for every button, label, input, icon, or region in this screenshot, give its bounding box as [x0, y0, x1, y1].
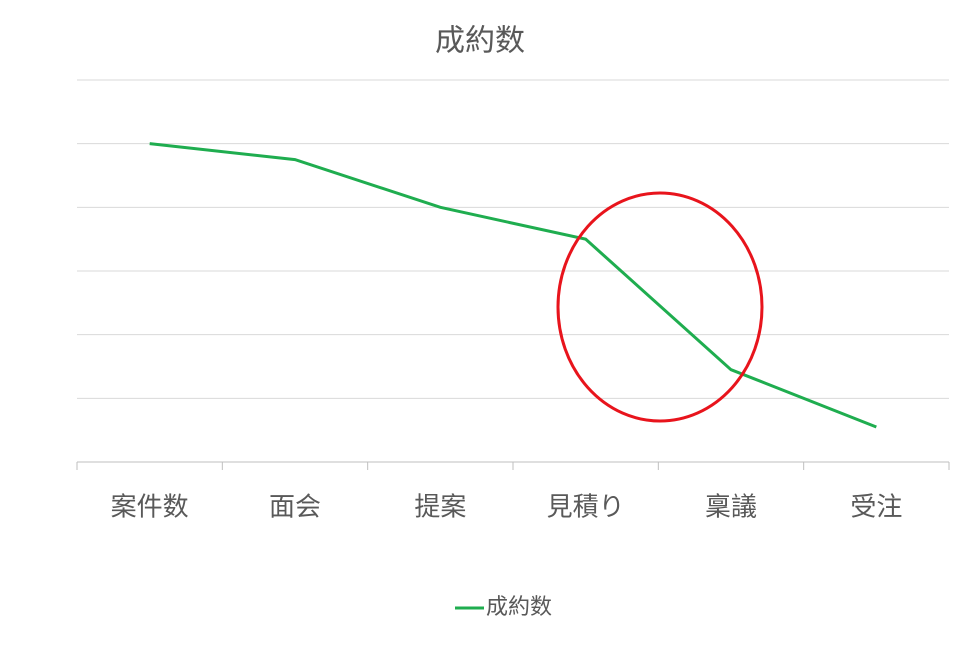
x-tick-label: 案件数 [111, 493, 189, 523]
x-tick-label: 面会 [269, 493, 321, 523]
x-tick-label: 見積り [547, 493, 625, 523]
series-line [149, 142, 877, 429]
highlight-circle [556, 191, 764, 423]
x-tick-label: 提案 [414, 493, 466, 523]
x-tick-label: 稟議 [705, 493, 757, 523]
chart-title: 成約数 [435, 24, 525, 59]
x-tick-label: 受注 [850, 493, 902, 523]
legend-label: 成約数 [486, 595, 552, 620]
